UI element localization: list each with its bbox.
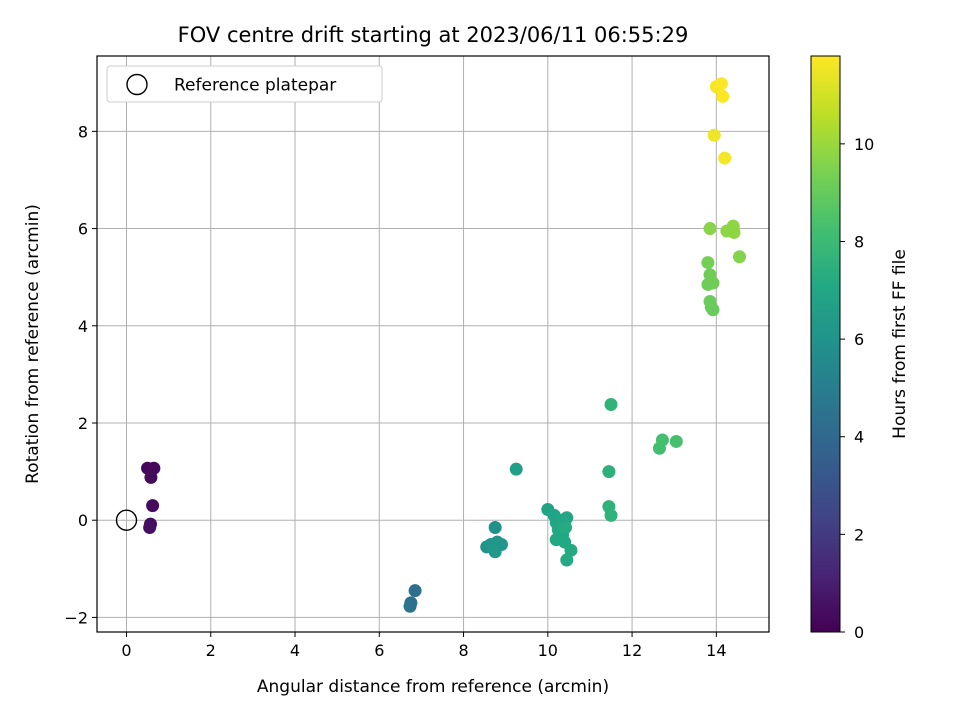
data-point — [560, 511, 574, 525]
x-tick-label: 8 — [458, 641, 468, 660]
y-tick-label: 0 — [78, 511, 88, 530]
data-point — [701, 256, 715, 270]
y-tick-label: 2 — [78, 414, 88, 433]
y-tick-label: 4 — [78, 317, 88, 336]
data-point — [488, 545, 502, 559]
x-tick-label: 0 — [121, 641, 131, 660]
x-tick-label: 12 — [622, 641, 642, 660]
colorbar-tick-label: 0 — [854, 623, 864, 642]
plot-area — [97, 56, 769, 632]
data-point — [144, 470, 158, 484]
data-point — [143, 520, 157, 534]
data-point — [559, 520, 573, 534]
x-axis-label: Angular distance from reference (arcmin) — [257, 677, 609, 697]
colorbar-tick-label: 4 — [854, 428, 864, 447]
grid-lines — [97, 56, 769, 632]
data-point — [602, 465, 616, 479]
y-tick-label: 6 — [78, 220, 88, 239]
legend: Reference platepar — [106, 65, 383, 103]
reference-platepar-marker — [115, 509, 138, 531]
data-point — [714, 77, 728, 91]
data-point — [488, 520, 502, 534]
data-point — [733, 250, 747, 264]
data-point — [604, 398, 618, 412]
data-point — [560, 553, 574, 567]
plot-frame — [96, 55, 770, 633]
data-point — [669, 434, 683, 448]
legend-reference-label: Reference platepar — [174, 76, 336, 96]
y-tick-label: 8 — [78, 122, 88, 141]
chart-title: FOV centre drift starting at 2023/06/11 … — [178, 23, 689, 47]
colorbar-tick-label: 8 — [854, 232, 864, 251]
data-point — [706, 303, 720, 317]
legend-box — [106, 65, 383, 103]
x-axis-ticks: 0 2 4 6 8 10 12 14 — [121, 632, 727, 660]
colorbar-tick-label: 6 — [854, 330, 864, 349]
data-point — [707, 128, 721, 142]
data-point — [703, 222, 717, 236]
colorbar — [810, 55, 841, 633]
y-tick-label: −2 — [64, 608, 88, 627]
x-tick-label: 14 — [706, 641, 726, 660]
y-axis-ticks: −2 0 2 4 6 8 — [64, 122, 97, 627]
x-tick-label: 4 — [290, 641, 300, 660]
x-tick-label: 6 — [374, 641, 384, 660]
colorbar-ticks: 0 2 4 6 8 10 — [840, 135, 874, 642]
data-point — [509, 462, 523, 476]
data-points — [115, 77, 747, 613]
data-point — [706, 276, 720, 290]
data-point — [727, 225, 741, 239]
data-point — [604, 508, 618, 522]
x-tick-label: 2 — [206, 641, 216, 660]
data-point — [408, 584, 422, 598]
x-tick-label: 10 — [538, 641, 558, 660]
data-point — [718, 151, 732, 165]
data-point — [146, 499, 160, 513]
legend-reference-marker — [126, 73, 148, 96]
y-axis-label: Rotation from reference (arcmin) — [23, 204, 43, 484]
data-point — [716, 89, 730, 103]
data-point — [564, 543, 578, 557]
data-point — [403, 599, 417, 613]
colorbar-tick-label: 10 — [854, 135, 874, 154]
colorbar-tick-label: 2 — [854, 525, 864, 544]
colorbar-label: Hours from first FF file — [890, 249, 910, 439]
data-point — [655, 433, 669, 447]
